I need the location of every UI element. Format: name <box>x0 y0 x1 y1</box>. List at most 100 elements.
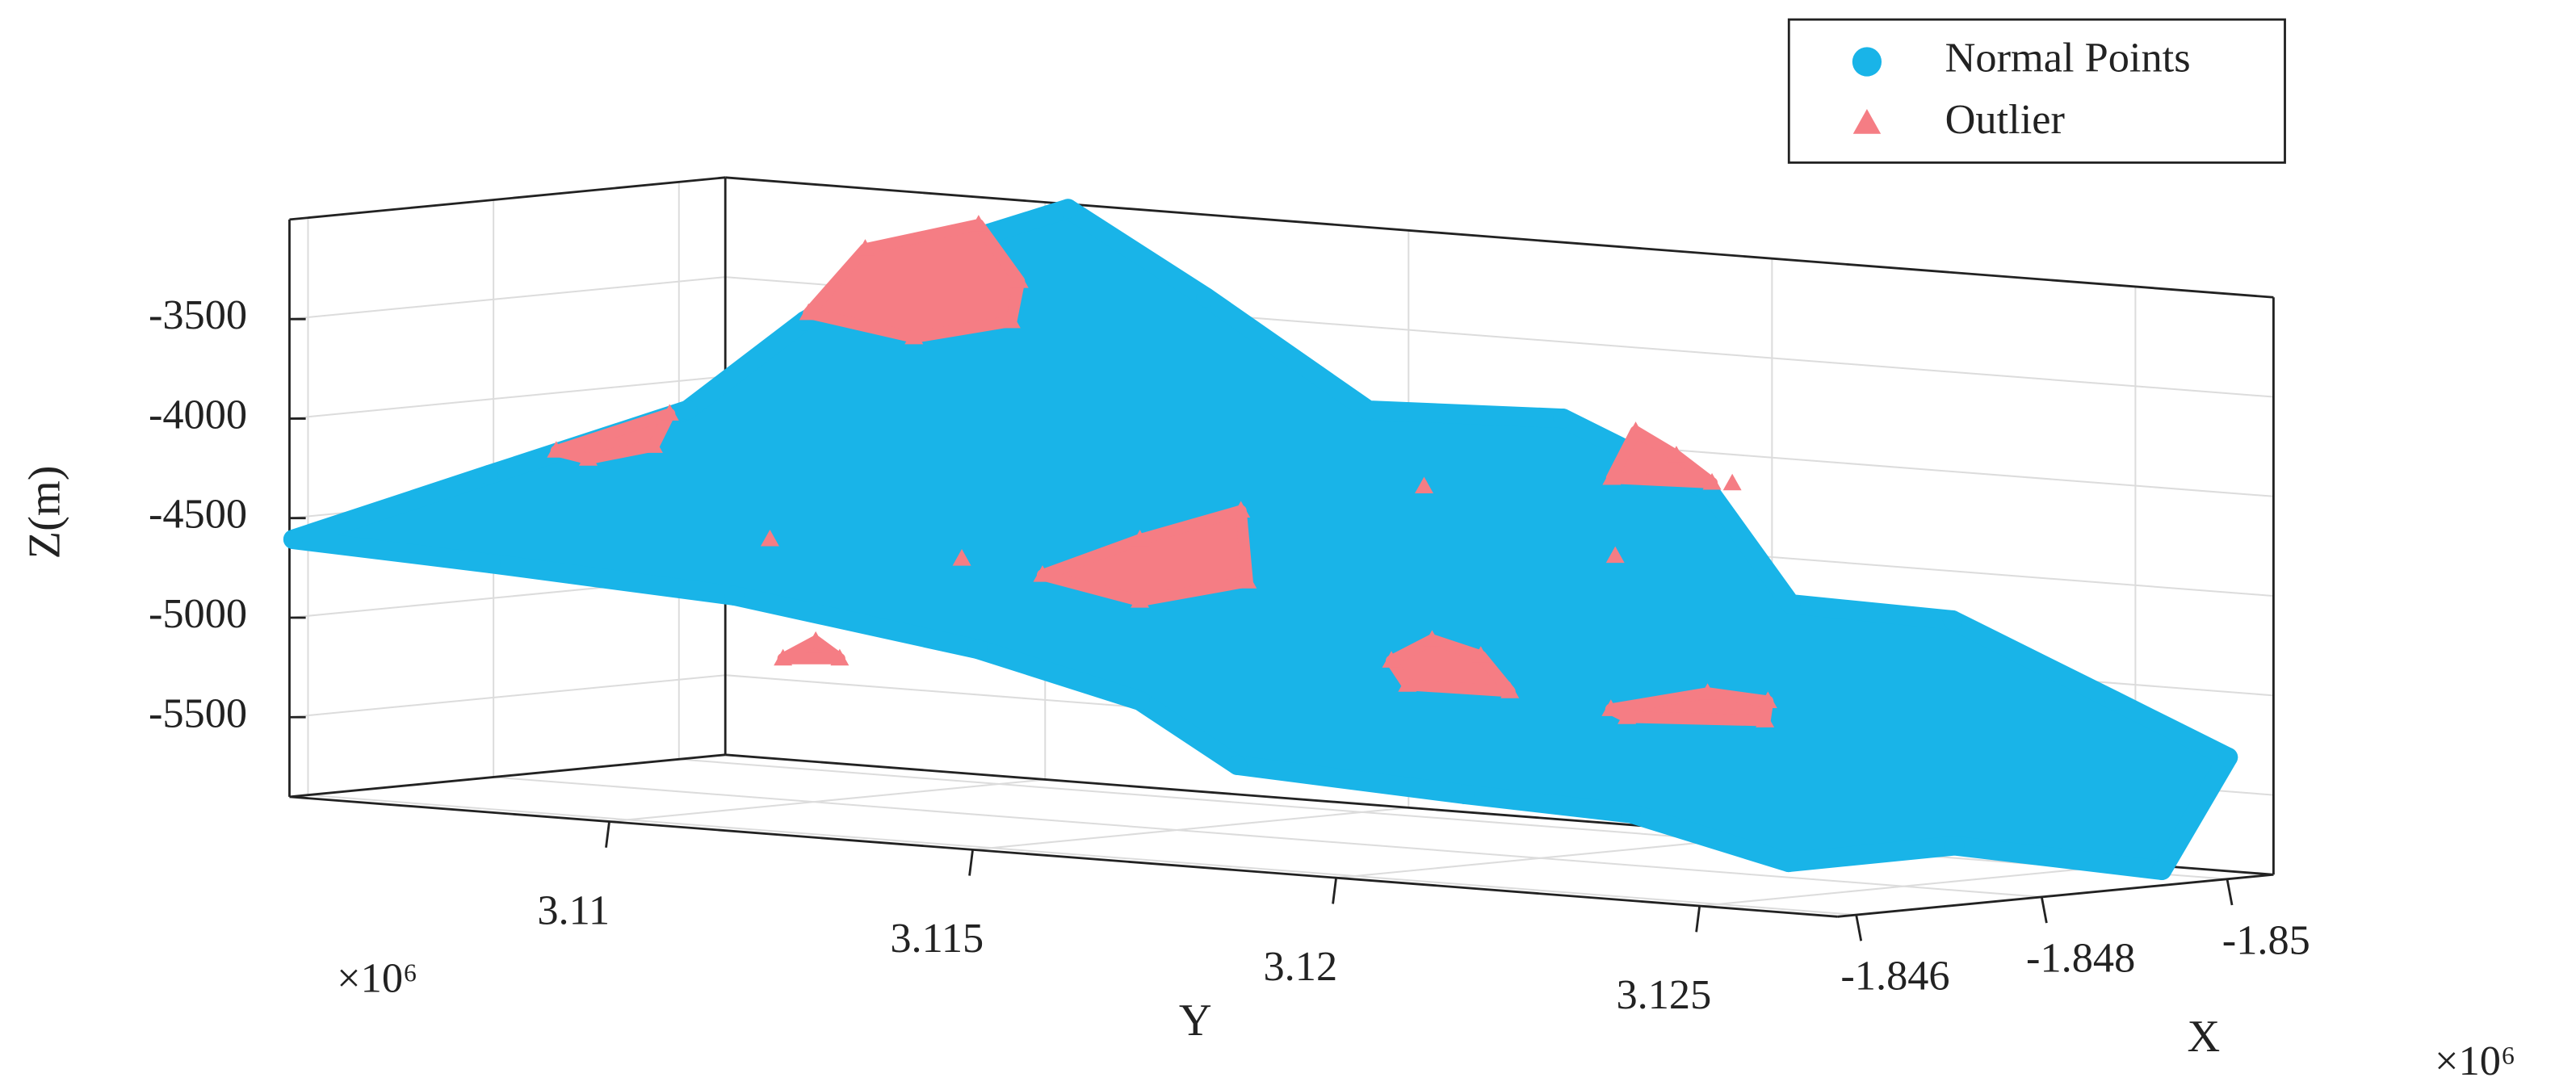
grid-line <box>308 794 1856 916</box>
outlier-point <box>1231 501 1251 518</box>
outlier-point <box>1422 630 1441 647</box>
outlier-point <box>660 404 679 421</box>
z-axis-label: Z(m) <box>19 465 69 559</box>
outlier-point <box>1698 683 1718 700</box>
outlier-point <box>969 215 988 232</box>
normal-point <box>1196 287 1216 308</box>
point-cloud-region <box>777 635 845 664</box>
outlier-point <box>1131 591 1150 608</box>
outlier-point <box>1033 565 1052 582</box>
normal-point <box>2152 860 2172 880</box>
y-axis-label: Y <box>1179 996 1212 1046</box>
outlier-point <box>799 303 818 321</box>
y-tick <box>968 849 974 876</box>
x-axis-label: X <box>2187 1012 2220 1062</box>
outlier-point <box>904 327 924 345</box>
axis-edge <box>289 753 726 799</box>
outlier-point <box>578 449 598 466</box>
outlier-point <box>1702 472 1722 490</box>
grid-line <box>1699 862 2136 908</box>
axis-edge <box>1837 873 2274 918</box>
z-tick-label: -4500 <box>149 491 247 538</box>
x-tick <box>2040 896 2048 924</box>
normal-point <box>2104 690 2125 711</box>
y-exponent-label: ×10⁶ <box>337 954 417 1001</box>
normal-point <box>724 585 745 606</box>
y-tick <box>1695 905 1701 933</box>
outlier-point <box>855 239 875 256</box>
outlier-point <box>1601 699 1621 716</box>
normal-point <box>1058 199 1078 219</box>
z-tick-label: -5000 <box>149 590 247 637</box>
normal-point <box>1781 593 1801 614</box>
outlier-point <box>1722 473 1742 491</box>
label-layer: Z(m) Y X ×10⁶ ×10⁶ -5500 -5000 -4500 -4000 -… <box>19 291 2515 1084</box>
grid-line <box>972 807 1409 851</box>
legend-marker <box>1852 108 1882 134</box>
grid-line <box>678 758 2228 880</box>
x-tick-label: -1.848 <box>2026 935 2135 982</box>
normal-point <box>480 553 501 574</box>
normal-point <box>1454 784 1475 805</box>
outlier-point <box>1009 271 1029 288</box>
outlier-point <box>806 631 825 648</box>
outlier-point <box>1756 711 1775 727</box>
point-cloud-region <box>1605 426 1718 489</box>
outlier-point <box>1617 707 1637 724</box>
x-tick-label: -1.846 <box>1840 953 1949 1000</box>
outlier-point <box>1471 646 1491 663</box>
normal-point <box>478 465 499 485</box>
outlier-point <box>760 529 779 547</box>
z-tick-label: -3500 <box>149 291 247 338</box>
normal-point <box>1942 610 1963 631</box>
y-tick <box>605 821 610 848</box>
axis-edge <box>289 176 726 221</box>
outlier-point <box>644 436 663 453</box>
outlier-point <box>1398 675 1417 692</box>
normal-point <box>1358 400 1378 421</box>
outlier-point <box>1131 530 1150 547</box>
y-tick-label: 3.11 <box>537 887 610 933</box>
normal-point <box>1945 836 1965 856</box>
outlier-point <box>1382 651 1401 668</box>
normal-point <box>283 529 304 550</box>
grid-line <box>289 375 726 420</box>
outlier-point <box>774 648 793 666</box>
outlier-point <box>830 648 850 666</box>
legend-label: Normal Points <box>1945 35 2191 82</box>
x-tick-label: -1.85 <box>2222 916 2310 963</box>
z-tick-label: -4000 <box>149 391 247 438</box>
grid-line <box>493 776 2042 898</box>
normal-point <box>1553 409 1573 429</box>
y-tick-label: 3.125 <box>1616 971 1711 1018</box>
normal-point <box>678 400 698 420</box>
normal-point <box>967 639 988 660</box>
axis-edge <box>725 176 2274 299</box>
normal-point <box>1621 803 1641 824</box>
data-layer <box>283 199 2238 880</box>
outlier-point <box>1001 311 1021 329</box>
outlier-point <box>1500 681 1520 698</box>
outlier-point <box>1626 421 1646 438</box>
y-tick <box>1332 878 1338 904</box>
normal-point <box>2218 747 2238 767</box>
normal-point <box>1130 690 1150 711</box>
grid-line <box>289 674 726 719</box>
normal-point <box>1778 852 1798 873</box>
legend-box <box>1787 18 2286 164</box>
normal-point <box>1227 755 1248 775</box>
outlier-point <box>1415 476 1434 494</box>
x-tick <box>1855 914 1863 941</box>
point-cloud-region <box>803 219 1026 343</box>
x-tick <box>2226 878 2234 906</box>
outlier-point <box>547 441 566 458</box>
outlier-point <box>1602 468 1622 485</box>
point-cloud-region <box>1036 505 1253 607</box>
z-tick-label: -5500 <box>149 690 247 736</box>
legend-label: Outlier <box>1945 96 2065 143</box>
outlier-point <box>1667 446 1686 463</box>
outlier-point <box>1238 572 1257 589</box>
outlier-point <box>1605 546 1625 564</box>
